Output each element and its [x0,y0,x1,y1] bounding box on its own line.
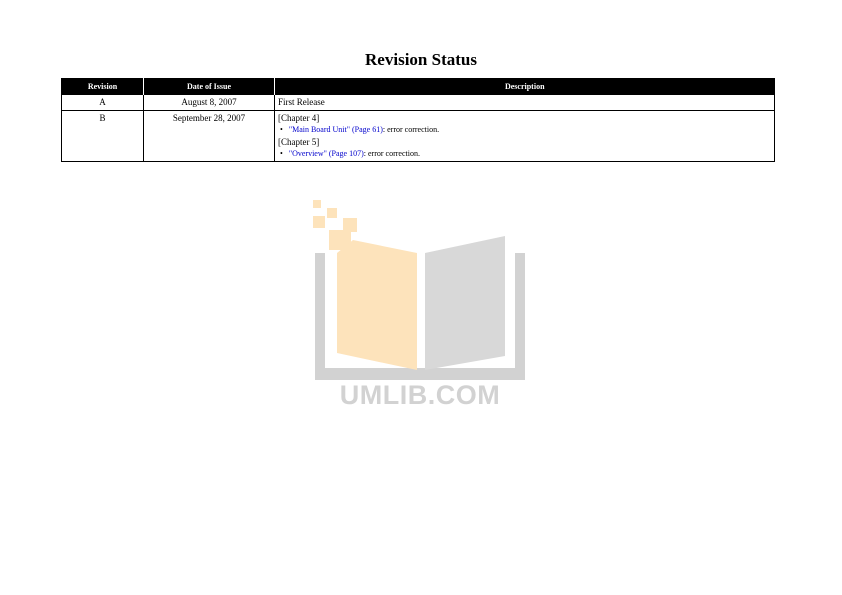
table-header-row: Revision Date of Issue Description [61,78,775,95]
header-revision: Revision [61,78,144,95]
watermark-left-page [337,240,417,370]
cross-reference-link[interactable]: "Main Board Unit" (Page 61) [288,125,383,134]
change-text: : error correction. [363,149,420,158]
watermark-right-page [425,236,505,370]
change-item: • "Overview" (Page 107): error correction… [278,148,771,159]
table-row: B September 28, 2007 [Chapter 4] • "Main … [61,110,775,162]
cell-revision: B [61,110,144,162]
cell-description: [Chapter 4] • "Main Board Unit" (Page 61)… [274,110,775,162]
change-item: • "Main Board Unit" (Page 61): error corr… [278,124,771,135]
table-row: A August 8, 2007 First Release [61,94,775,111]
chapter-heading: [Chapter 4] [278,113,320,123]
revision-table: Revision Date of Issue Description A Aug… [61,78,775,162]
chapter-heading: [Chapter 5] [278,137,320,147]
cell-date: August 8, 2007 [143,94,275,111]
watermark-text: UMLIB.COM [339,380,501,410]
cross-reference-link[interactable]: "Overview" (Page 107) [288,149,364,158]
cell-revision: A [61,94,144,111]
watermark-pixel [343,218,357,232]
header-date-of-issue: Date of Issue [143,78,275,95]
bullet-icon: • [280,149,283,158]
watermark-pixel [327,208,337,218]
watermark-pixel [313,200,321,208]
watermark-book-logo [313,200,525,380]
header-description: Description [274,78,775,95]
cell-description: First Release [274,94,775,111]
watermark-pixel [329,230,351,250]
page-title: Revision Status [365,50,477,69]
cell-date: September 28, 2007 [143,110,275,162]
watermark-pixel [313,216,325,228]
bullet-icon: • [280,125,283,134]
change-text: : error correction. [382,125,440,134]
